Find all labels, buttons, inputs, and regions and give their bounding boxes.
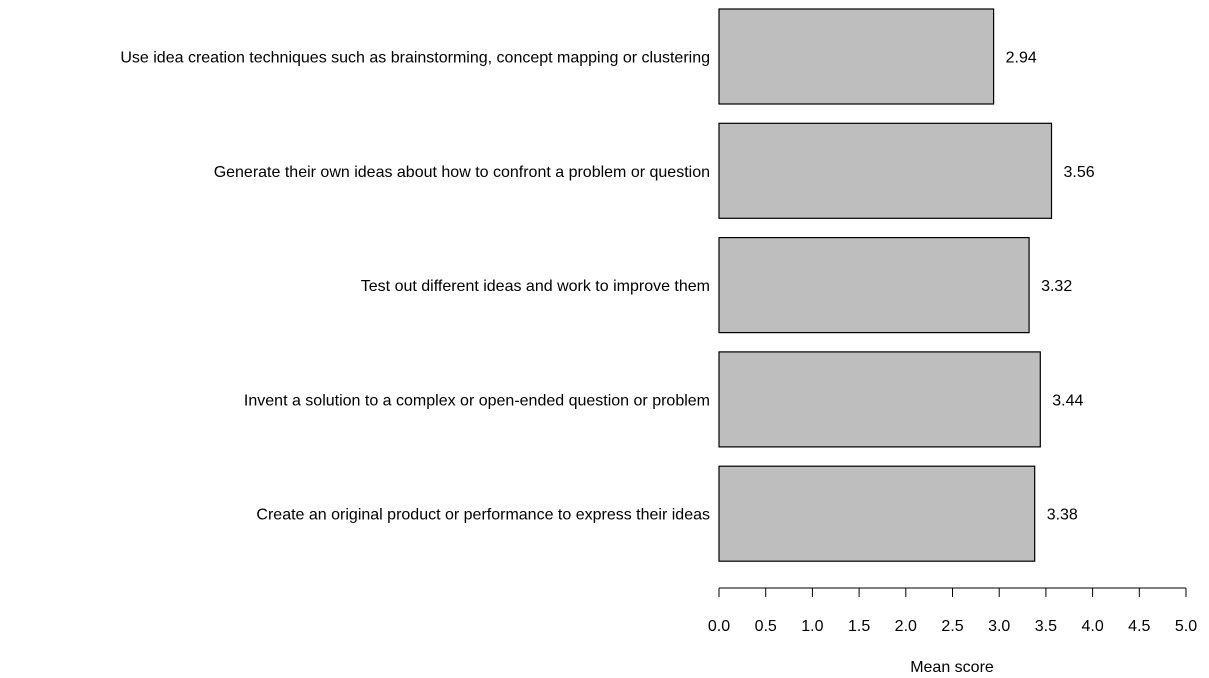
category-label: Use idea creation techniques such as bra…	[120, 50, 710, 67]
bar	[718, 465, 1036, 562]
bar	[718, 8, 995, 105]
bar	[718, 351, 1041, 448]
x-axis: 0.0 0.5 1.0 1.5 2.0 2.5 3.0 3.5 4.0 4.5 5.0	[708, 587, 1197, 635]
x-axis-title: Mean score	[910, 659, 994, 676]
bar-value-label: 3.56	[1064, 164, 1095, 181]
bar	[718, 122, 1053, 219]
x-tick-label: 3.0	[988, 618, 1010, 635]
bar-value-label: 3.38	[1047, 507, 1078, 524]
x-tick-label: 3.5	[1035, 618, 1057, 635]
x-tick-label: 0.0	[708, 618, 730, 635]
bars-layer	[718, 8, 1053, 562]
category-label: Create an original product or performanc…	[256, 507, 710, 524]
x-tick-label: 2.0	[895, 618, 917, 635]
category-label: Test out different ideas and work to imp…	[361, 278, 710, 295]
category-label: Invent a solution to a complex or open-e…	[244, 392, 710, 409]
x-tick-label: 1.0	[801, 618, 823, 635]
x-tick-label: 1.5	[848, 618, 870, 635]
x-tick-label: 4.5	[1128, 618, 1150, 635]
bar-value-label: 3.32	[1041, 278, 1072, 295]
x-tick-label: 5.0	[1175, 618, 1197, 635]
category-labels-layer: Use idea creation techniques such as bra…	[120, 50, 710, 524]
value-labels-layer: 2.94 3.56 3.32 3.44 3.38	[1006, 50, 1095, 524]
bar-value-label: 2.94	[1006, 50, 1037, 67]
bar	[718, 237, 1030, 334]
x-tick-label: 2.5	[941, 618, 963, 635]
bar-value-label: 3.44	[1052, 392, 1083, 409]
category-label: Generate their own ideas about how to co…	[214, 164, 710, 181]
x-tick-label: 4.0	[1081, 618, 1103, 635]
x-tick-label: 0.5	[755, 618, 777, 635]
